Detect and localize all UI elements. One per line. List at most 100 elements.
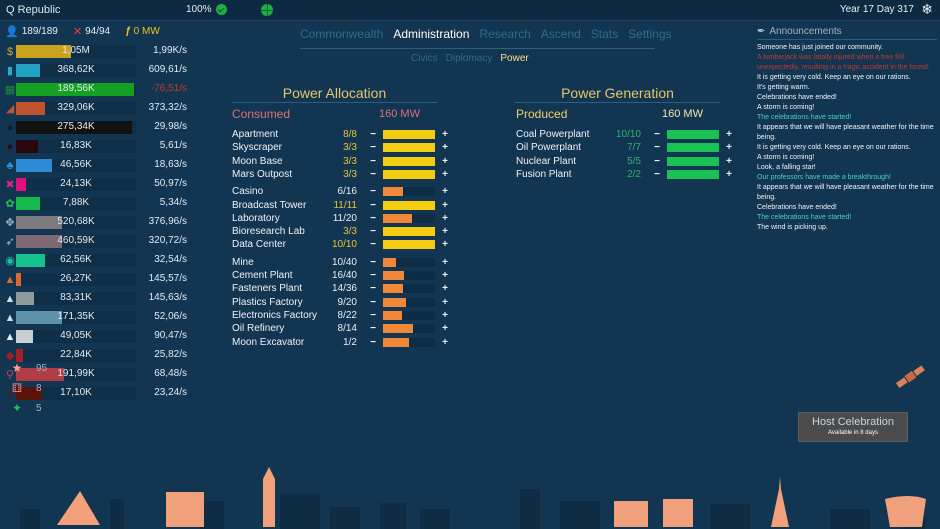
candy-icon: ✦ (11, 401, 23, 415)
resource-bar (16, 349, 24, 362)
increase-button[interactable]: + (726, 168, 732, 180)
resource-row[interactable]: ✥ 520,68K 376,96/s (0, 213, 195, 232)
tab-ascend[interactable]: Ascend (540, 27, 581, 41)
resource-rate: 376,96/s (148, 216, 187, 227)
resource-row[interactable]: ● 17,10K 23,24/s (0, 384, 195, 403)
resource-rate: 1,99K/s (153, 45, 187, 56)
tab-administration[interactable]: Administration (393, 27, 470, 41)
power-bar (383, 284, 404, 294)
increase-button[interactable]: + (442, 256, 448, 268)
resource-row[interactable]: ◢ 329,06K 373,32/s (0, 99, 195, 118)
power-bar-track (383, 324, 435, 334)
resource-row[interactable]: ● 16,83K 5,61/s (0, 137, 195, 156)
decrease-button[interactable]: − (370, 239, 376, 251)
increase-button[interactable]: + (726, 129, 732, 140)
resource-rate: 32,54/s (154, 254, 187, 265)
decrease-button[interactable]: − (370, 309, 376, 321)
globe-icon[interactable] (261, 4, 273, 16)
power-bar (383, 324, 413, 334)
power-bar-track (667, 143, 719, 153)
decrease-button[interactable]: − (370, 142, 376, 154)
decrease-button[interactable]: − (654, 168, 660, 180)
resource-row[interactable]: ◆ 22,84K 25,82/s (0, 346, 195, 365)
bomb-icon: ● (6, 140, 14, 153)
increase-button[interactable]: + (442, 155, 448, 167)
resource-bar-track (16, 159, 136, 172)
resource-row[interactable]: ● 275,34K 29,98/s (0, 118, 195, 137)
resource-row[interactable]: ➶ 460,59K 320,72/s (0, 232, 195, 251)
tab-stats[interactable]: Stats (590, 27, 619, 41)
increase-button[interactable]: + (726, 142, 732, 154)
decrease-button[interactable]: − (370, 256, 376, 268)
resource-row[interactable]: $1,05M 1,99K/s (0, 42, 195, 61)
resource-row[interactable]: ▲ 49,05K 90,47/s (0, 327, 195, 346)
increase-button[interactable]: + (442, 142, 448, 154)
subtab-diplomacy[interactable]: Diplomacy (445, 53, 493, 64)
host-celebration-button[interactable]: Host Celebration Available in 8 days (798, 412, 908, 442)
increase-button[interactable]: + (442, 323, 448, 335)
increase-button[interactable]: + (442, 270, 448, 281)
satellite-icon[interactable] (893, 365, 928, 390)
building-name: Bioresearch Lab (232, 226, 305, 238)
resource-amount: 83,31K (60, 292, 92, 303)
power-bar (383, 297, 407, 307)
subtab-civics[interactable]: Civics (411, 53, 438, 64)
resource-amount: 520,68K (57, 216, 95, 227)
increase-button[interactable]: + (442, 226, 448, 238)
increase-button[interactable]: + (442, 129, 448, 140)
resource-row[interactable]: ⚲ 191,99K 68,48/s (0, 365, 195, 384)
resource-row[interactable]: ◉ 62,56K 32,54/s (0, 251, 195, 270)
decrease-button[interactable]: − (370, 155, 376, 167)
announcement-message: It is getting very cold. Keep an eye on … (757, 74, 911, 81)
brick-icon: ◢ (5, 102, 15, 115)
decrease-button[interactable]: − (370, 212, 376, 224)
decrease-button[interactable]: − (370, 199, 376, 211)
building-name: Nuclear Plant (516, 155, 577, 167)
pagoda-landmark (614, 501, 648, 527)
tab-settings[interactable]: Settings (628, 27, 672, 41)
resource-row[interactable]: ♣ 46,56K 18,63/s (0, 156, 195, 175)
decrease-button[interactable]: − (370, 323, 376, 335)
increase-button[interactable]: + (442, 186, 448, 198)
increase-button[interactable]: + (442, 168, 448, 180)
decrease-button[interactable]: − (370, 336, 376, 348)
decrease-button[interactable]: − (370, 226, 376, 238)
power-bar (383, 240, 435, 250)
resource-row[interactable]: ✿ 7,88K 5,34/s (0, 194, 195, 213)
resource-row[interactable]: ▲ 171,35K 52,06/s (0, 308, 195, 327)
building-name: Data Center (232, 239, 286, 251)
decrease-button[interactable]: − (654, 155, 660, 167)
resource-row[interactable]: ▲ 83,31K 145,63/s (0, 289, 195, 308)
decrease-button[interactable]: − (654, 129, 660, 140)
resource-row[interactable]: ✖ 24,13K 50,97/s (0, 175, 195, 194)
resource-row[interactable]: ▲ 26,27K 145,57/s (0, 270, 195, 289)
increase-button[interactable]: + (442, 199, 448, 211)
increase-button[interactable]: + (726, 155, 732, 167)
increase-button[interactable]: + (442, 212, 448, 224)
increase-button[interactable]: + (442, 336, 448, 348)
resource-row[interactable]: ▦ 189,56K -76,51/s (0, 80, 195, 99)
nation-name: Q Republic (6, 4, 61, 16)
resource-row[interactable]: ▮ 368,62K 609,61/s (0, 61, 195, 80)
decrease-button[interactable]: − (654, 142, 660, 154)
tab-research[interactable]: Research (479, 27, 531, 41)
decrease-button[interactable]: − (370, 129, 376, 140)
power-bar-track (383, 310, 435, 320)
colosseum-landmark (166, 492, 204, 527)
increase-button[interactable]: + (442, 239, 448, 251)
subtab-power[interactable]: Power (500, 53, 529, 64)
increase-button[interactable]: + (442, 296, 448, 308)
power-bar-track (383, 169, 435, 179)
population-value: 189/189 (21, 25, 58, 37)
happiness-value: 100% (186, 4, 212, 15)
increase-button[interactable]: + (442, 283, 448, 295)
decrease-button[interactable]: − (370, 283, 376, 295)
increase-button[interactable]: + (442, 309, 448, 321)
decrease-button[interactable]: − (370, 296, 376, 308)
decrease-button[interactable]: − (370, 270, 376, 281)
building-count: 1/2 (343, 336, 357, 348)
decrease-button[interactable]: − (370, 186, 376, 198)
decrease-button[interactable]: − (370, 168, 376, 180)
tab-commonwealth[interactable]: Commonwealth (300, 27, 384, 41)
announcements-list[interactable]: Someone has just joined our community. A … (757, 43, 937, 233)
